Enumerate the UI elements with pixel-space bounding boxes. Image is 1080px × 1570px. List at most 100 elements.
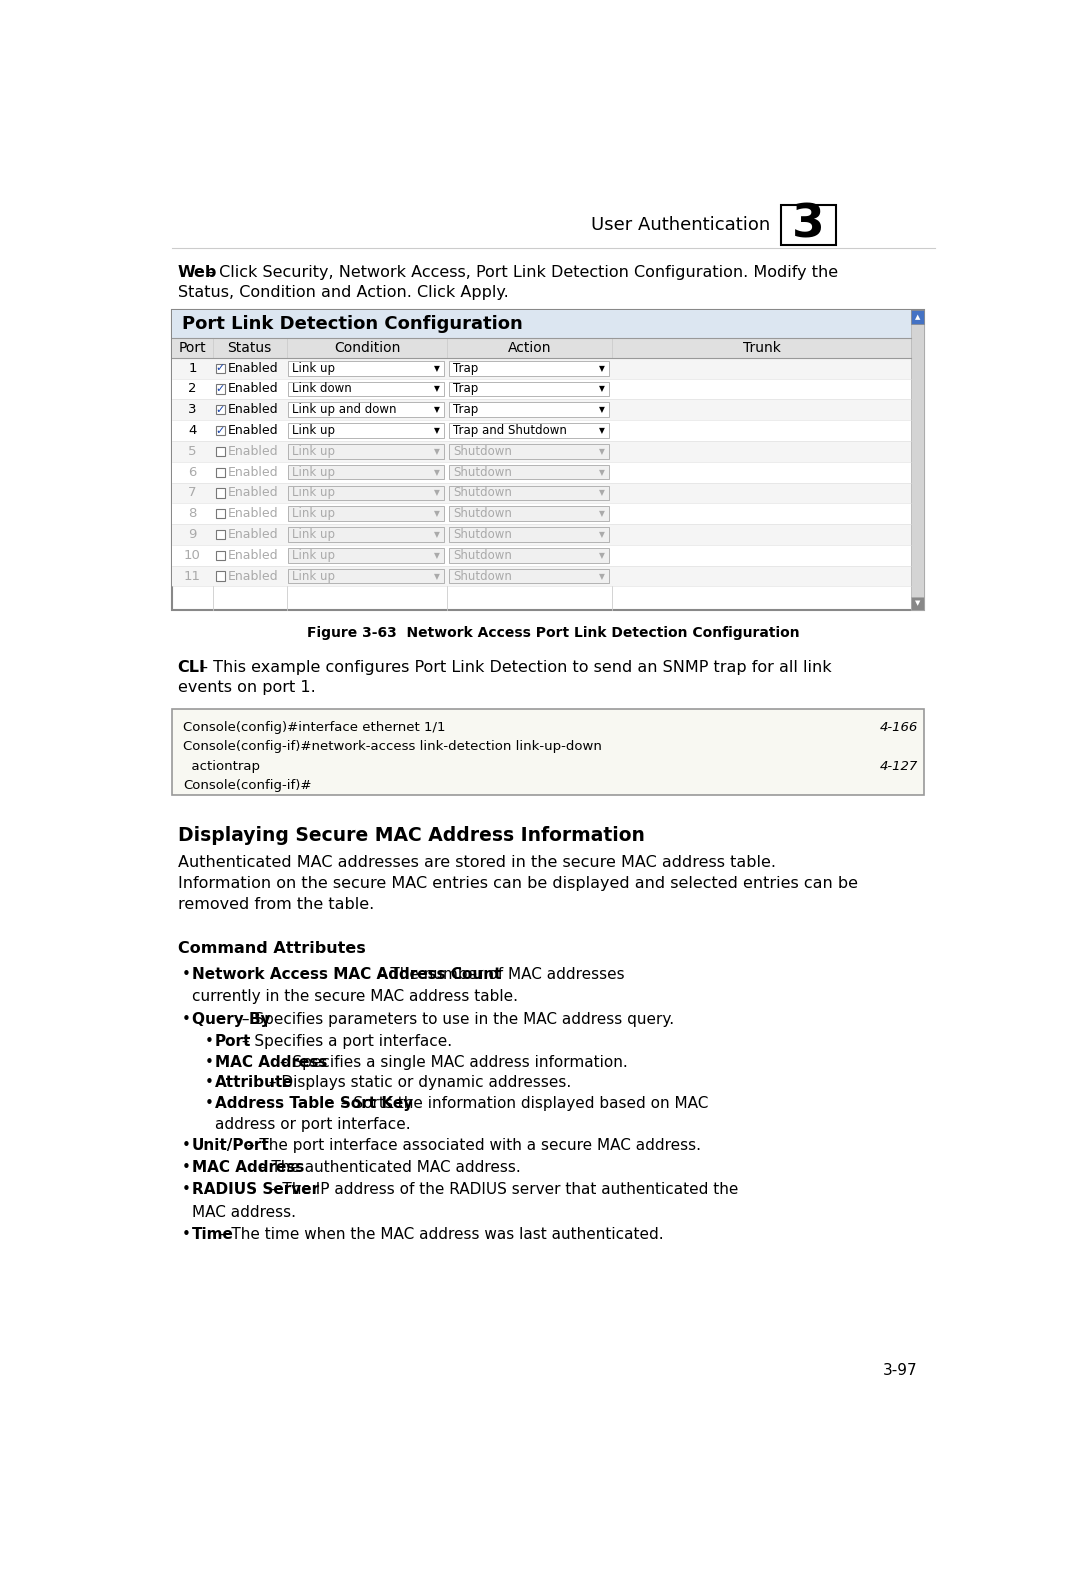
Text: Enabled: Enabled: [228, 403, 279, 416]
Text: – Specifies a single MAC address information.: – Specifies a single MAC address informa…: [275, 1055, 629, 1069]
Text: ▲: ▲: [915, 314, 920, 320]
Text: ▼: ▼: [598, 488, 605, 498]
Bar: [288, 507, 444, 521]
Text: – The port interface associated with a secure MAC address.: – The port interface associated with a s…: [243, 1138, 702, 1152]
Text: ✓: ✓: [216, 425, 225, 435]
Text: •: •: [205, 1035, 214, 1049]
Text: Enabled: Enabled: [228, 444, 279, 458]
Text: ▼: ▼: [598, 509, 605, 518]
Text: Attribute: Attribute: [215, 1075, 294, 1091]
Text: •: •: [181, 1228, 190, 1242]
Text: 3: 3: [188, 403, 197, 416]
Text: 3-97: 3-97: [883, 1363, 918, 1378]
Bar: [172, 462, 910, 482]
Text: – The number of MAC addresses: – The number of MAC addresses: [373, 967, 624, 981]
Bar: [172, 399, 910, 421]
Bar: [172, 421, 910, 441]
Bar: [910, 309, 924, 323]
Bar: [172, 309, 910, 338]
Bar: [449, 485, 609, 501]
Text: •: •: [205, 1096, 214, 1112]
Text: 8: 8: [188, 507, 197, 520]
Text: 9: 9: [188, 528, 197, 542]
Text: ✓: ✓: [216, 363, 225, 374]
Bar: [216, 468, 225, 477]
Text: Network Access MAC Address Count: Network Access MAC Address Count: [191, 967, 501, 981]
Bar: [172, 545, 910, 565]
Bar: [910, 309, 924, 611]
Text: MAC Address: MAC Address: [215, 1055, 327, 1069]
Text: 6: 6: [188, 466, 197, 479]
Bar: [449, 465, 609, 479]
Text: •: •: [205, 1075, 214, 1091]
Bar: [288, 402, 444, 418]
Bar: [216, 509, 225, 518]
Text: Shutdown: Shutdown: [453, 550, 512, 562]
Text: Link down: Link down: [293, 383, 352, 396]
Bar: [216, 425, 225, 435]
Text: 4-127: 4-127: [879, 760, 918, 772]
Text: Port: Port: [215, 1035, 252, 1049]
Bar: [288, 528, 444, 542]
Text: ✓: ✓: [216, 405, 225, 414]
Text: Port Link Detection Configuration: Port Link Detection Configuration: [181, 316, 523, 333]
Bar: [449, 507, 609, 521]
Bar: [288, 465, 444, 479]
Bar: [216, 405, 225, 414]
Text: ▼: ▼: [433, 364, 440, 372]
Text: User Authentication: User Authentication: [591, 217, 770, 234]
Text: events on port 1.: events on port 1.: [177, 680, 315, 696]
Text: CLI: CLI: [177, 659, 205, 675]
Text: ▼: ▼: [433, 551, 440, 560]
Text: 7: 7: [188, 487, 197, 499]
Text: 1: 1: [188, 361, 197, 375]
Text: Enabled: Enabled: [228, 424, 279, 436]
Text: – The IP address of the RADIUS server that authenticated the: – The IP address of the RADIUS server th…: [265, 1182, 739, 1198]
Bar: [172, 524, 910, 545]
Bar: [288, 444, 444, 458]
Text: Enabled: Enabled: [228, 361, 279, 375]
Text: Enabled: Enabled: [228, 550, 279, 562]
Text: Link up: Link up: [293, 424, 335, 436]
Text: Trap and Shutdown: Trap and Shutdown: [453, 424, 567, 436]
Bar: [172, 378, 910, 399]
Text: Enabled: Enabled: [228, 528, 279, 542]
Text: – Click Security, Network Access, Port Link Detection Configuration. Modify the: – Click Security, Network Access, Port L…: [205, 265, 838, 281]
Text: Enabled: Enabled: [228, 487, 279, 499]
Bar: [172, 358, 910, 378]
Bar: [288, 424, 444, 438]
Text: Link up and down: Link up and down: [293, 403, 396, 416]
Text: •: •: [181, 1160, 190, 1174]
Text: ▼: ▼: [433, 488, 440, 498]
Text: MAC Address: MAC Address: [191, 1160, 303, 1174]
Text: ▼: ▼: [433, 385, 440, 394]
Bar: [172, 565, 910, 587]
Text: Action: Action: [508, 341, 552, 355]
Text: ▼: ▼: [598, 551, 605, 560]
Text: ▼: ▼: [433, 468, 440, 477]
Bar: [172, 710, 924, 794]
Text: currently in the secure MAC address table.: currently in the secure MAC address tabl…: [191, 989, 517, 1005]
Bar: [216, 488, 225, 498]
Text: ✓: ✓: [216, 385, 225, 394]
Text: 4: 4: [188, 424, 197, 436]
Text: Command Attributes: Command Attributes: [177, 940, 365, 956]
Bar: [449, 361, 609, 375]
Text: Port: Port: [178, 341, 206, 355]
Text: Enabled: Enabled: [228, 570, 279, 582]
Text: Query By: Query By: [191, 1011, 270, 1027]
Text: RADIUS Server: RADIUS Server: [191, 1182, 319, 1198]
Text: 5: 5: [188, 444, 197, 458]
Bar: [172, 504, 910, 524]
Text: Shutdown: Shutdown: [453, 444, 512, 458]
Bar: [288, 548, 444, 562]
Text: ▼: ▼: [433, 531, 440, 539]
Bar: [288, 361, 444, 375]
Text: Link up: Link up: [293, 528, 335, 542]
Text: Trap: Trap: [453, 383, 478, 396]
Text: •: •: [181, 1182, 190, 1198]
Text: ▼: ▼: [598, 385, 605, 394]
Text: Time: Time: [191, 1228, 233, 1242]
Text: 11: 11: [184, 570, 201, 582]
Text: ▼: ▼: [598, 468, 605, 477]
